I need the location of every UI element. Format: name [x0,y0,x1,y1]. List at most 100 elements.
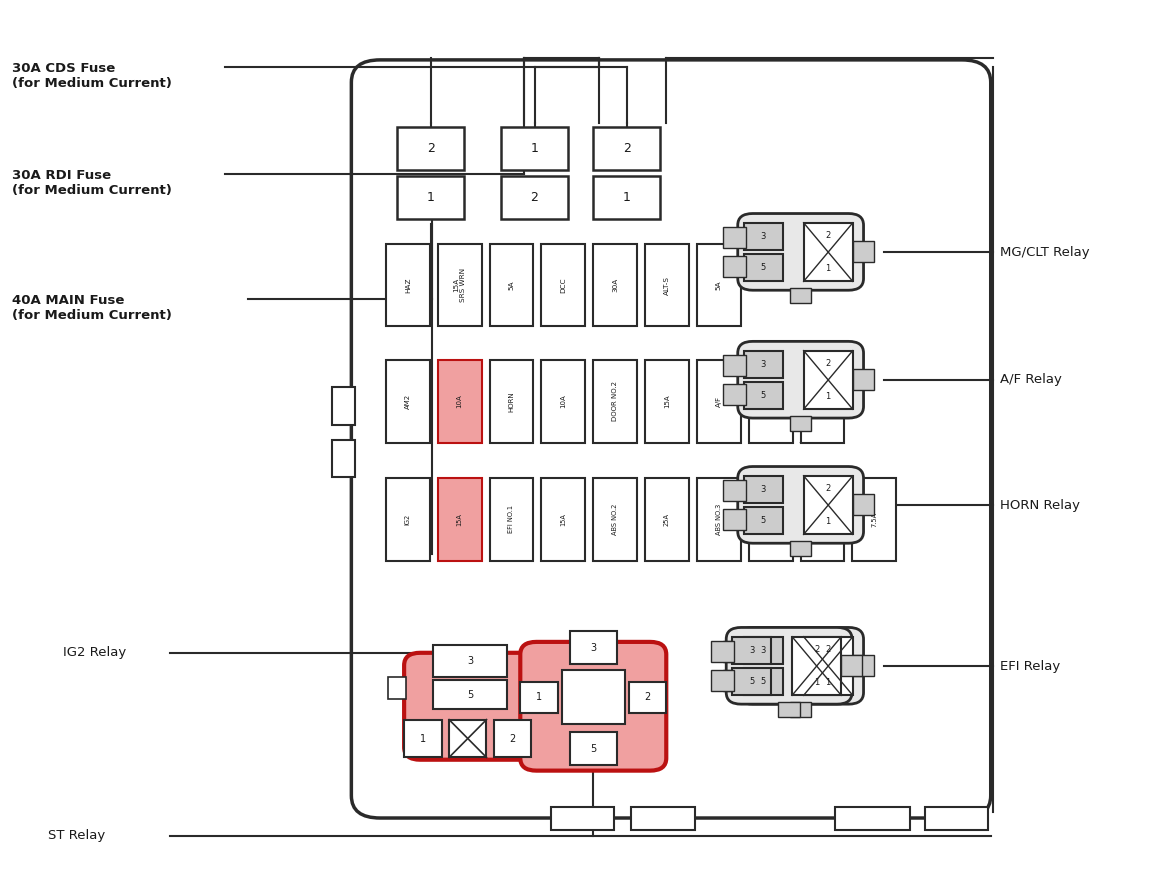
Bar [722,256,745,277]
Text: 1: 1 [427,191,434,204]
Text: AM2: AM2 [404,394,411,409]
Bar [645,244,689,326]
Text: HORN Relay: HORN Relay [1000,499,1079,511]
Text: 2: 2 [427,142,434,155]
Text: 5: 5 [760,678,766,687]
Bar [562,670,624,724]
Text: ST Relay: ST Relay [48,830,106,842]
Bar [449,720,486,757]
Bar [629,682,666,713]
Text: DCC: DCC [560,277,567,293]
Text: 25A: 25A [767,513,774,526]
Bar [804,223,852,282]
Bar [749,360,793,443]
Bar [722,641,745,662]
Text: 15A: 15A [456,513,463,526]
Bar [541,478,585,561]
Text: 5: 5 [760,517,766,526]
Bar [697,244,741,326]
Bar [779,703,799,717]
Text: ABS NO.2: ABS NO.2 [612,503,619,536]
Bar [541,244,585,326]
Text: 1: 1 [814,678,819,687]
Text: A/F: A/F [715,396,722,407]
Bar [744,383,782,409]
Bar [386,244,430,326]
Text: 3: 3 [749,645,755,654]
Text: 1: 1 [623,191,630,204]
Text: A/F Relay: A/F Relay [1000,374,1062,386]
Bar [722,384,745,405]
Bar [744,508,782,535]
Text: 5A: 5A [508,281,515,290]
Bar [722,227,745,249]
Bar [397,127,464,170]
Text: 1: 1 [537,692,543,703]
Bar [749,478,793,561]
Bar [570,732,616,765]
Text: ABS NO.3: ABS NO.3 [715,504,722,535]
Bar [501,176,568,219]
Bar [722,670,745,691]
Text: 1: 1 [531,142,538,155]
Text: EFI Relay: EFI Relay [1000,660,1060,672]
Bar [593,244,637,326]
Text: 25A: 25A [767,394,774,409]
FancyBboxPatch shape [351,60,991,818]
Bar [852,369,873,390]
Text: 3: 3 [590,643,597,653]
Bar [835,807,910,830]
Bar [541,360,585,443]
Text: 7.5A: 7.5A [871,512,878,527]
Bar [645,360,689,443]
Bar [722,509,745,530]
FancyBboxPatch shape [404,653,536,760]
Bar [733,669,771,696]
Bar [697,360,741,443]
Bar [852,478,896,561]
Text: 1: 1 [826,517,831,526]
Bar [490,478,533,561]
Bar [397,176,464,219]
Bar [593,478,637,561]
Bar [494,720,531,757]
Bar [386,360,430,443]
Bar [925,807,988,830]
Bar [386,478,430,561]
Text: 3: 3 [760,485,766,493]
Bar [551,807,614,830]
FancyBboxPatch shape [737,467,864,544]
Bar [593,360,637,443]
Text: 2: 2 [826,359,831,368]
Text: 5: 5 [760,264,766,273]
Text: EFI NO.1: EFI NO.1 [508,505,515,534]
Text: 5: 5 [467,689,473,700]
Bar [387,678,407,699]
Bar [852,241,873,262]
FancyBboxPatch shape [726,628,852,704]
Bar [790,417,811,431]
FancyBboxPatch shape [737,214,864,291]
Bar [645,478,689,561]
Text: 25A: 25A [664,513,670,526]
Text: 30A RDI Fuse
(for Medium Current): 30A RDI Fuse (for Medium Current) [12,169,172,198]
Text: 3: 3 [760,645,766,654]
Text: EFI NO.2: EFI NO.2 [819,505,826,534]
Bar [521,682,558,713]
Bar [697,478,741,561]
Text: 3: 3 [760,359,766,368]
Text: HAZ: HAZ [404,277,411,293]
Bar [332,387,355,425]
Bar [744,350,782,377]
FancyBboxPatch shape [737,342,864,418]
Bar [801,360,844,443]
Text: 1: 1 [826,678,831,687]
Bar [432,645,507,678]
Text: 10A: 10A [560,394,567,409]
Bar [722,480,745,502]
Text: DOOR NO.2: DOOR NO.2 [612,382,619,421]
Text: IG2: IG2 [404,514,411,525]
Text: 2: 2 [826,232,831,240]
Bar [801,478,844,561]
Text: 3: 3 [467,656,473,666]
